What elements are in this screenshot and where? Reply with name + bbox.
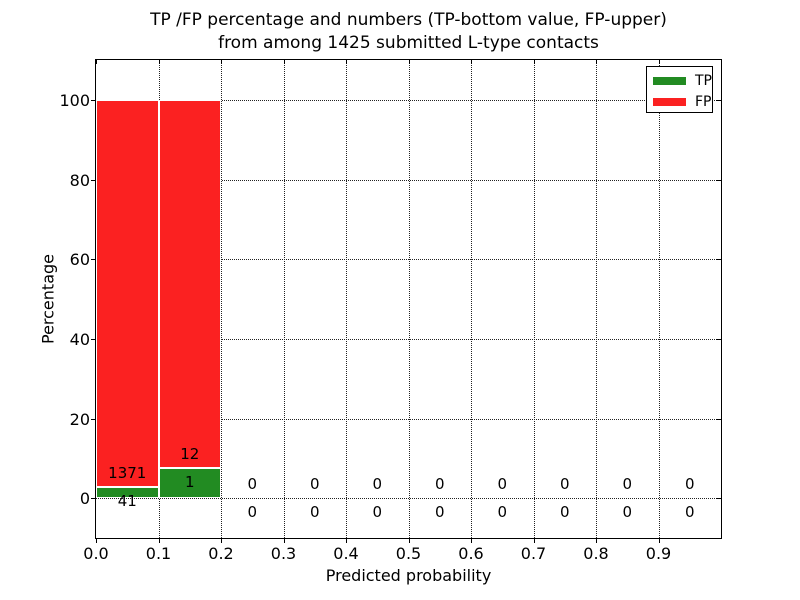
y-tick-label: 80 — [69, 170, 90, 190]
gridline-x — [471, 60, 472, 538]
bar-count-label-fp: 0 — [684, 475, 695, 494]
y-tick-right — [716, 179, 721, 181]
bar-count-label-tp: 0 — [497, 503, 508, 522]
y-tick — [91, 259, 95, 261]
tp-color-swatch — [653, 77, 686, 85]
y-tick-label: 0 — [79, 489, 90, 509]
x-tick-top — [533, 60, 535, 64]
legend-item-fp: FP — [653, 93, 712, 111]
x-tick-label: 0.8 — [583, 544, 609, 563]
bar-count-label-tp: 0 — [247, 503, 258, 522]
y-tick-right — [716, 259, 721, 261]
x-tick-top — [471, 60, 472, 64]
y-tick — [91, 498, 95, 500]
x-tick-label: 0.3 — [270, 544, 297, 563]
chart-title: TP /FP percentage and numbers (TP-bottom… — [95, 9, 722, 55]
gridline-x — [533, 60, 535, 538]
x-tick-label: 0.2 — [208, 544, 234, 563]
x-tick — [471, 539, 472, 543]
bar-count-label-tp: 41 — [117, 491, 137, 510]
bar-segment-fp — [96, 99, 159, 487]
bar-count-label-fp: 1371 — [108, 463, 147, 482]
bar-count-label-tp: 0 — [559, 503, 570, 522]
gridline-x — [596, 60, 597, 538]
x-tick — [658, 539, 660, 543]
x-tick-label: 0.6 — [458, 544, 484, 563]
bar-count-label-fp: 0 — [247, 475, 258, 494]
x-tick — [96, 539, 97, 543]
x-tick-top — [158, 60, 160, 64]
bar-count-label-fp: 0 — [434, 475, 445, 494]
x-tick-label: 0.7 — [520, 544, 547, 563]
y-tick-label: 60 — [69, 250, 90, 270]
gridline-x — [658, 60, 660, 538]
x-tick — [533, 539, 535, 543]
x-tick-top — [346, 60, 347, 64]
x-tick-top — [408, 60, 410, 64]
x-tick-label: 0.9 — [645, 544, 672, 563]
bar-count-label-tp: 0 — [434, 503, 445, 522]
gridline-x — [346, 60, 347, 538]
bar-count-label-tp: 0 — [372, 503, 383, 522]
bar-count-label-fp: 0 — [497, 475, 508, 494]
bar-count-label-tp: 0 — [622, 503, 633, 522]
x-tick — [283, 539, 285, 543]
x-tick-top — [96, 60, 97, 64]
y-tick-label: 100 — [59, 90, 90, 110]
bar-count-label-fp: 0 — [559, 475, 570, 494]
gridline-x — [221, 60, 222, 538]
x-tick-label: 0.4 — [333, 544, 359, 563]
plot-area: 0.0 0.1 0.2 0.3 0.4 0.5 0.6 0.7 0.8 0.9 0 20 40 60 80 1… — [59, 60, 721, 563]
y-axis-label: Percentage — [38, 253, 58, 345]
y-tick-right — [716, 338, 721, 340]
bar-count-label-tp: 1 — [184, 472, 195, 491]
chart-title-line2: from among 1425 submitted L-type contact… — [218, 33, 599, 53]
bar-count-label-fp: 0 — [309, 475, 320, 494]
fp-color-swatch — [653, 98, 686, 106]
x-tick-label: 0.0 — [83, 544, 109, 563]
x-tick-top — [283, 60, 285, 64]
y-tick-label: 20 — [69, 409, 90, 429]
bar-count-label-fp: 0 — [622, 475, 633, 494]
gridline-x — [408, 60, 410, 538]
x-tick-label: 0.5 — [395, 544, 422, 563]
y-tick — [91, 179, 95, 181]
bar-count-label-fp: 12 — [180, 444, 200, 463]
x-tick — [158, 539, 160, 543]
x-tick — [346, 539, 347, 543]
y-tick-right — [716, 498, 721, 500]
y-tick — [91, 99, 95, 101]
y-tick-right — [716, 99, 721, 101]
bar-count-label-tp: 0 — [309, 503, 320, 522]
gridline-x — [283, 60, 285, 538]
legend-label-tp: TP — [695, 73, 712, 89]
bar-count-label-fp: 0 — [372, 475, 383, 494]
x-tick-top — [596, 60, 597, 64]
y-tick — [91, 418, 95, 420]
bar-segment-tp — [96, 486, 159, 499]
x-tick-top — [221, 60, 222, 64]
y-tick — [91, 338, 95, 340]
y-tick-label: 40 — [69, 329, 90, 349]
bar-count-label-tp: 0 — [684, 503, 695, 522]
x-tick-top — [658, 60, 660, 64]
x-tick — [596, 539, 597, 543]
x-axis-label: Predicted probability — [325, 566, 492, 585]
legend-label-fp: FP — [695, 94, 712, 110]
legend-item-tp: TP — [653, 72, 712, 90]
bar-segment-fp — [158, 99, 221, 468]
legend: TP FP — [646, 66, 713, 113]
plot-frame — [95, 59, 722, 539]
x-tick — [408, 539, 410, 543]
y-tick-right — [716, 418, 721, 420]
chart-title-line1: TP /FP percentage and numbers (TP-bottom… — [150, 10, 667, 30]
bar-segment-tp — [158, 467, 221, 499]
x-tick-label: 0.1 — [145, 544, 172, 563]
x-tick — [221, 539, 222, 543]
